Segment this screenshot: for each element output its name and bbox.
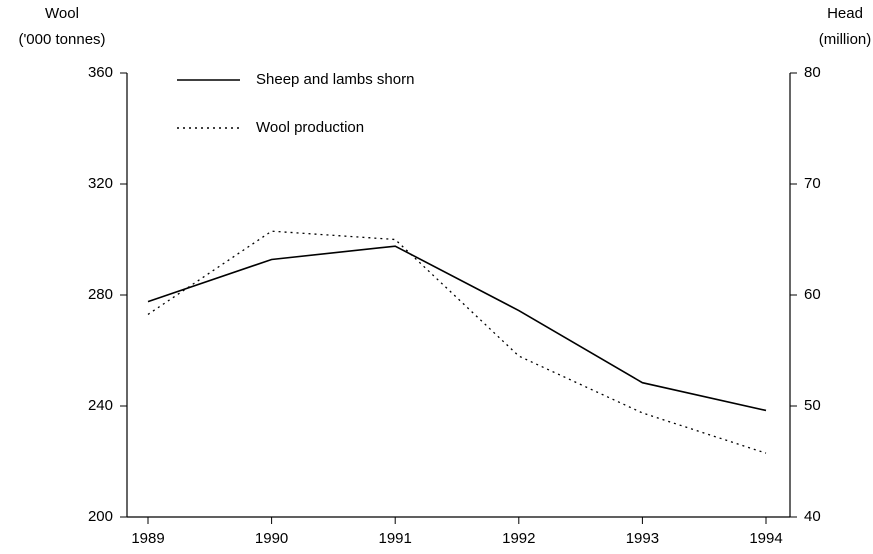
legend-label: Wool production — [256, 119, 364, 136]
x-tick-label: 1994 — [749, 530, 782, 547]
y2-tick-label: 40 — [804, 508, 821, 525]
series-line — [147, 230, 767, 454]
y-axis-label: Wool — [45, 5, 79, 22]
x-tick-label: 1992 — [502, 530, 535, 547]
y2-tick-label: 80 — [804, 64, 821, 81]
y2-axis-label: (million) — [819, 31, 872, 48]
legend-label: Sheep and lambs shorn — [256, 71, 414, 88]
y2-tick-label: 50 — [804, 397, 821, 414]
y-axis-label: ('000 tonnes) — [18, 31, 105, 48]
x-tick-label: 1990 — [255, 530, 288, 547]
y2-tick-label: 70 — [804, 175, 821, 192]
x-tick-label: 1991 — [379, 530, 412, 547]
x-tick-label: 1989 — [131, 530, 164, 547]
y-tick-label: 200 — [88, 508, 113, 525]
y2-axis-label: Head — [827, 5, 863, 22]
y-tick-label: 240 — [88, 397, 113, 414]
y2-tick-label: 60 — [804, 286, 821, 303]
y-tick-label: 360 — [88, 64, 113, 81]
series-line — [147, 245, 767, 412]
y-tick-label: 320 — [88, 175, 113, 192]
x-tick-label: 1993 — [626, 530, 659, 547]
y-tick-label: 280 — [88, 286, 113, 303]
